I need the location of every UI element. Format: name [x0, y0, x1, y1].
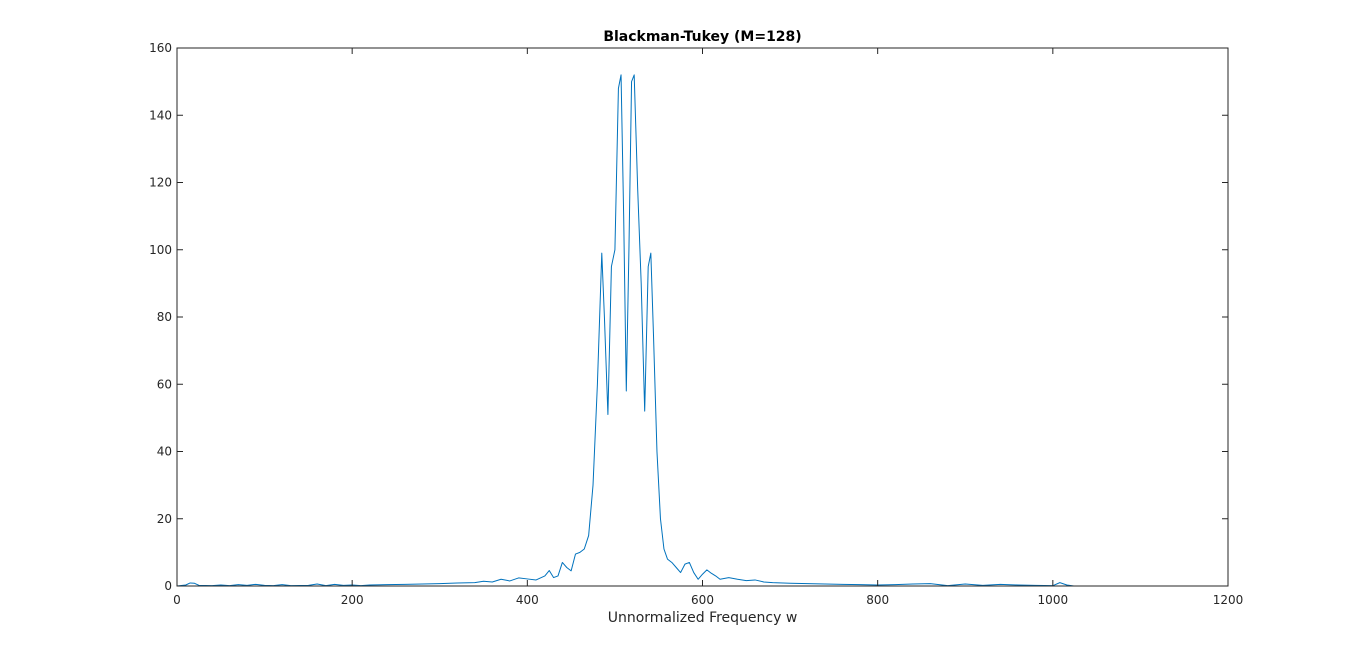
- series-layer: [176, 74, 1074, 587]
- x-tick-label: 1200: [1213, 593, 1244, 607]
- x-axis-title: Unnormalized Frequency w: [608, 610, 798, 626]
- x-tick-label: 1000: [1038, 593, 1069, 607]
- y-tick-label: 60: [157, 377, 172, 391]
- y-tick-label: 160: [149, 41, 172, 55]
- series-line: [176, 74, 1074, 587]
- x-tick-label: 200: [341, 593, 364, 607]
- x-tick-label: 0: [173, 593, 181, 607]
- y-tick-label: 140: [149, 108, 172, 122]
- x-tick-label: 800: [866, 593, 889, 607]
- y-tick-label: 100: [149, 243, 172, 257]
- plot-area: [177, 48, 1228, 586]
- y-tick-label: 120: [149, 176, 172, 190]
- chart-title: Blackman-Tukey (M=128): [603, 29, 801, 45]
- y-tick-label: 20: [157, 512, 172, 526]
- y-axis-ticks: 0 20 40 60 80 100 120 140 160: [149, 41, 1228, 593]
- y-tick-label: 0: [164, 579, 172, 593]
- y-tick-label: 40: [157, 445, 172, 459]
- x-tick-label: 600: [691, 593, 714, 607]
- x-axis-ticks: 0 200 400 600 800 1000 1200: [173, 48, 1243, 607]
- y-tick-label: 80: [157, 310, 172, 324]
- x-tick-label: 400: [516, 593, 539, 607]
